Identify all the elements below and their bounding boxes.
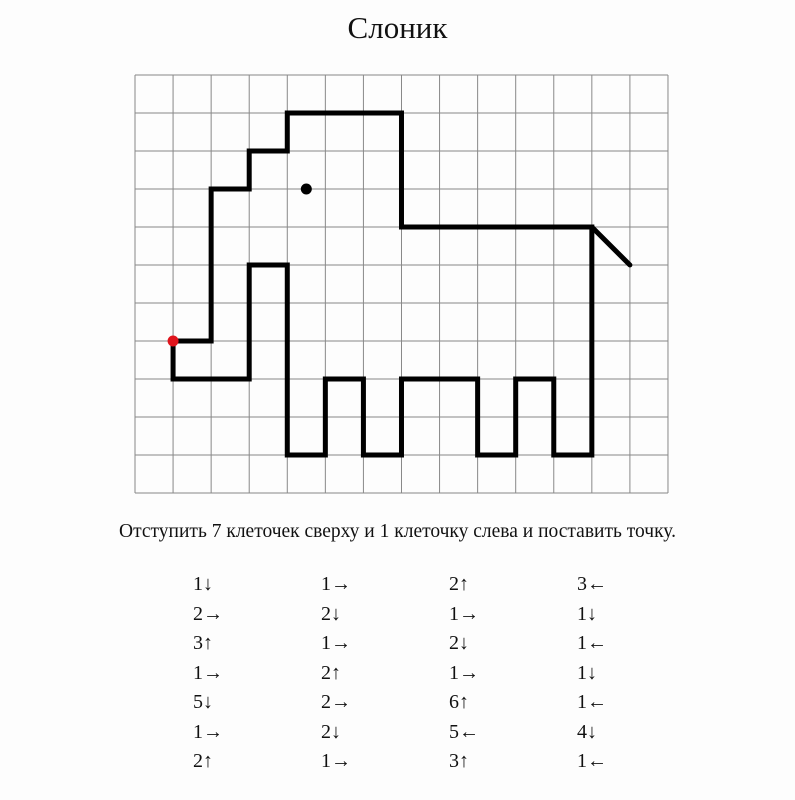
step: 1↓: [193, 573, 213, 595]
step: 2↓: [449, 632, 469, 654]
step: 1←: [577, 691, 607, 713]
instruction-text: Отступить 7 клеточек сверху и 1 клеточку…: [119, 521, 676, 542]
step: 1↓: [577, 661, 597, 684]
step: 1→: [193, 720, 223, 743]
step: 5↓: [193, 691, 213, 713]
step: 1→: [449, 602, 479, 625]
step: 4↓: [577, 720, 597, 743]
step: 3←: [577, 573, 607, 595]
elephant-eye: [300, 183, 312, 195]
step: 5←: [449, 720, 479, 743]
step: 2↓: [321, 720, 341, 743]
steps-column-2: 1→ 2↓ 1→ 2↑ 2→ 2↓ 1→: [321, 570, 351, 777]
step: 2↓: [321, 602, 341, 625]
worksheet-title: Слоник: [347, 10, 448, 45]
drawing-grid: [134, 74, 669, 494]
step: 6↑: [449, 691, 469, 713]
step: 2→: [193, 602, 223, 625]
step: 1←: [577, 632, 607, 654]
step: 2↑: [449, 573, 469, 595]
step: 1→: [321, 632, 351, 654]
start-point: [167, 335, 179, 347]
step: 1→: [321, 750, 351, 772]
elephant-outline: [170, 110, 595, 458]
steps-column-4: 3← 1↓ 1← 1↓ 1← 4↓ 1←: [577, 570, 607, 777]
steps-column-3: 2↑ 1→ 2↓ 1→ 6↑ 5← 3↑: [449, 570, 479, 777]
step: 1→: [193, 661, 223, 684]
step: 2↑: [321, 661, 341, 684]
step: 1↓: [577, 602, 597, 625]
steps-column-1: 1↓ 2→ 3↑ 1→ 5↓ 1→ 2↑: [193, 570, 223, 777]
step: 1←: [577, 750, 607, 772]
step: 1→: [449, 661, 479, 684]
elephant-tail: [589, 224, 633, 268]
step: 3↑: [193, 632, 213, 654]
step: 2→: [321, 691, 351, 713]
step: 1→: [321, 573, 351, 595]
step: 3↑: [449, 750, 469, 772]
step: 2↑: [193, 750, 213, 772]
